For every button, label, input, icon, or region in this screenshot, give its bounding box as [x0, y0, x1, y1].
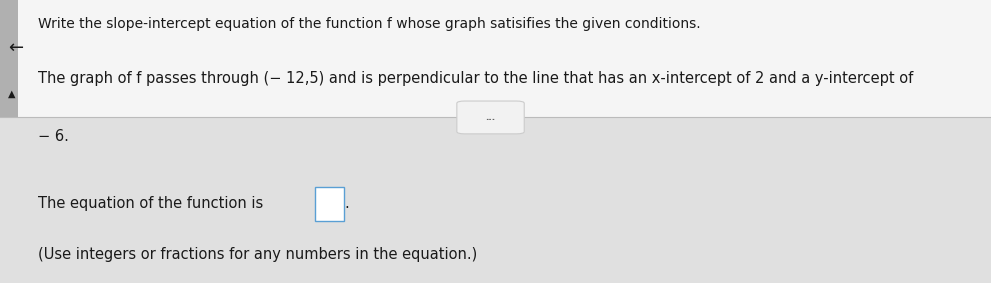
Text: ←: ← [8, 39, 23, 57]
Text: ...: ... [486, 113, 496, 122]
Bar [0, 0, 991, 117]
FancyBboxPatch shape [457, 101, 524, 134]
FancyBboxPatch shape [315, 187, 344, 221]
Text: − 6.: − 6. [38, 129, 68, 144]
Text: (Use integers or fractions for any numbers in the equation.): (Use integers or fractions for any numbe… [38, 247, 477, 262]
Text: ▲: ▲ [8, 88, 16, 98]
Text: The graph of f passes through (− 12,5) and is perpendicular to the line that has: The graph of f passes through (− 12,5) a… [38, 71, 913, 86]
Text: .: . [344, 196, 349, 211]
Bar [0, 117, 991, 283]
Text: The equation of the function is: The equation of the function is [38, 196, 268, 211]
Text: Write the slope-intercept equation of the function f whose graph satisifies the : Write the slope-intercept equation of th… [38, 17, 701, 31]
Bar [0, 0, 18, 117]
